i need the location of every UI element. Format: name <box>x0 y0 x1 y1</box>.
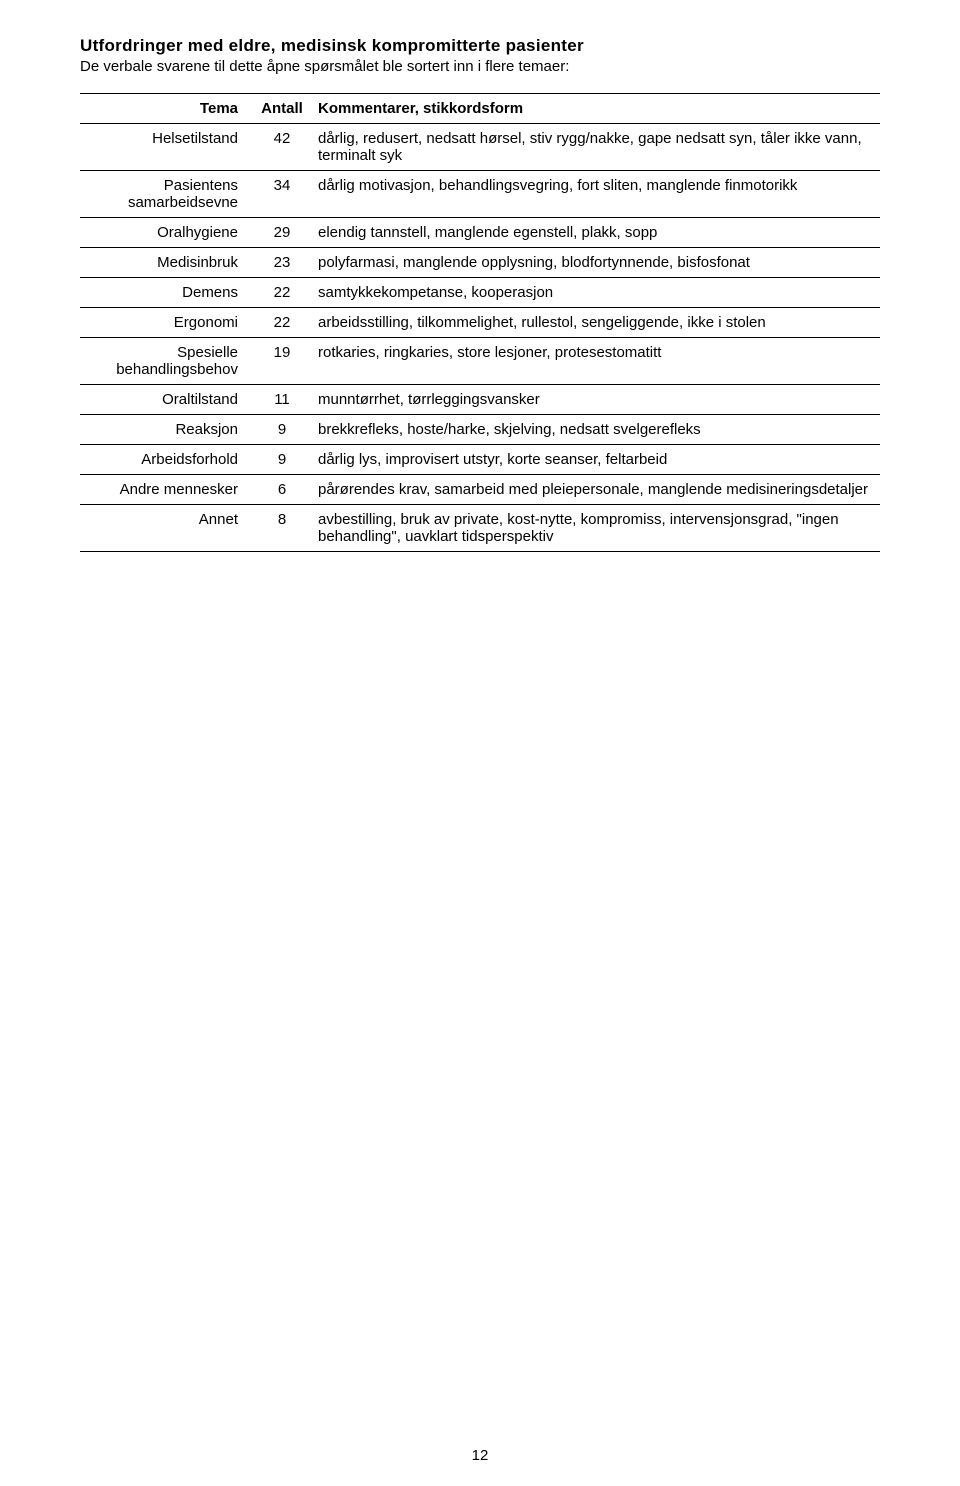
cell-kommentarer: munntørrhet, tørrleggingsvansker <box>312 385 880 415</box>
table-row: Andre mennesker6pårørendes krav, samarbe… <box>80 475 880 505</box>
col-header-kommentarer: Kommentarer, stikkordsform <box>312 94 880 124</box>
table-row: Helsetilstand42dårlig, redusert, nedsatt… <box>80 124 880 171</box>
cell-antall: 29 <box>252 218 312 248</box>
cell-antall: 22 <box>252 278 312 308</box>
cell-antall: 22 <box>252 308 312 338</box>
cell-kommentarer: pårørendes krav, samarbeid med pleiepers… <box>312 475 880 505</box>
cell-tema: Ergonomi <box>80 308 252 338</box>
cell-kommentarer: dårlig lys, improvisert utstyr, korte se… <box>312 445 880 475</box>
cell-kommentarer: dårlig, redusert, nedsatt hørsel, stiv r… <box>312 124 880 171</box>
cell-tema: Annet <box>80 505 252 552</box>
table-row: Reaksjon9brekkrefleks, hoste/harke, skje… <box>80 415 880 445</box>
cell-tema: Demens <box>80 278 252 308</box>
cell-antall: 6 <box>252 475 312 505</box>
cell-antall: 8 <box>252 505 312 552</box>
cell-tema: Spesielle behandlingsbehov <box>80 338 252 385</box>
table-row: Oraltilstand11munntørrhet, tørrleggingsv… <box>80 385 880 415</box>
cell-antall: 19 <box>252 338 312 385</box>
table-row: Oralhygiene29elendig tannstell, manglend… <box>80 218 880 248</box>
cell-kommentarer: avbestilling, bruk av private, kost-nytt… <box>312 505 880 552</box>
table-row: Spesielle behandlingsbehov19rotkaries, r… <box>80 338 880 385</box>
col-header-antall: Antall <box>252 94 312 124</box>
table-row: Annet8avbestilling, bruk av private, kos… <box>80 505 880 552</box>
cell-tema: Andre mennesker <box>80 475 252 505</box>
cell-kommentarer: polyfarmasi, manglende opplysning, blodf… <box>312 248 880 278</box>
cell-antall: 11 <box>252 385 312 415</box>
cell-antall: 42 <box>252 124 312 171</box>
cell-kommentarer: samtykkekompetanse, kooperasjon <box>312 278 880 308</box>
cell-kommentarer: rotkaries, ringkaries, store lesjoner, p… <box>312 338 880 385</box>
cell-antall: 34 <box>252 171 312 218</box>
cell-antall: 23 <box>252 248 312 278</box>
table-row: Pasientens samarbeidsevne34dårlig motiva… <box>80 171 880 218</box>
cell-tema: Medisinbruk <box>80 248 252 278</box>
cell-tema: Oralhygiene <box>80 218 252 248</box>
cell-kommentarer: brekkrefleks, hoste/harke, skjelving, ne… <box>312 415 880 445</box>
cell-kommentarer: dårlig motivasjon, behandlingsvegring, f… <box>312 171 880 218</box>
table-row: Medisinbruk23polyfarmasi, manglende oppl… <box>80 248 880 278</box>
page-number: 12 <box>0 1447 960 1464</box>
cell-tema: Arbeidsforhold <box>80 445 252 475</box>
page-title: Utfordringer med eldre, medisinsk kompro… <box>80 36 880 56</box>
table-row: Arbeidsforhold9dårlig lys, improvisert u… <box>80 445 880 475</box>
cell-antall: 9 <box>252 445 312 475</box>
cell-kommentarer: elendig tannstell, manglende egenstell, … <box>312 218 880 248</box>
table-row: Ergonomi22arbeidsstilling, tilkommelighe… <box>80 308 880 338</box>
intro-text: De verbale svarene til dette åpne spørsm… <box>80 58 880 75</box>
cell-kommentarer: arbeidsstilling, tilkommelighet, rullest… <box>312 308 880 338</box>
table-row: Demens22samtykkekompetanse, kooperasjon <box>80 278 880 308</box>
utfordringer-table: Tema Antall Kommentarer, stikkordsform H… <box>80 93 880 552</box>
col-header-tema: Tema <box>80 94 252 124</box>
cell-tema: Pasientens samarbeidsevne <box>80 171 252 218</box>
cell-antall: 9 <box>252 415 312 445</box>
table-header-row: Tema Antall Kommentarer, stikkordsform <box>80 94 880 124</box>
cell-tema: Helsetilstand <box>80 124 252 171</box>
page: Utfordringer med eldre, medisinsk kompro… <box>0 0 960 1486</box>
cell-tema: Reaksjon <box>80 415 252 445</box>
cell-tema: Oraltilstand <box>80 385 252 415</box>
